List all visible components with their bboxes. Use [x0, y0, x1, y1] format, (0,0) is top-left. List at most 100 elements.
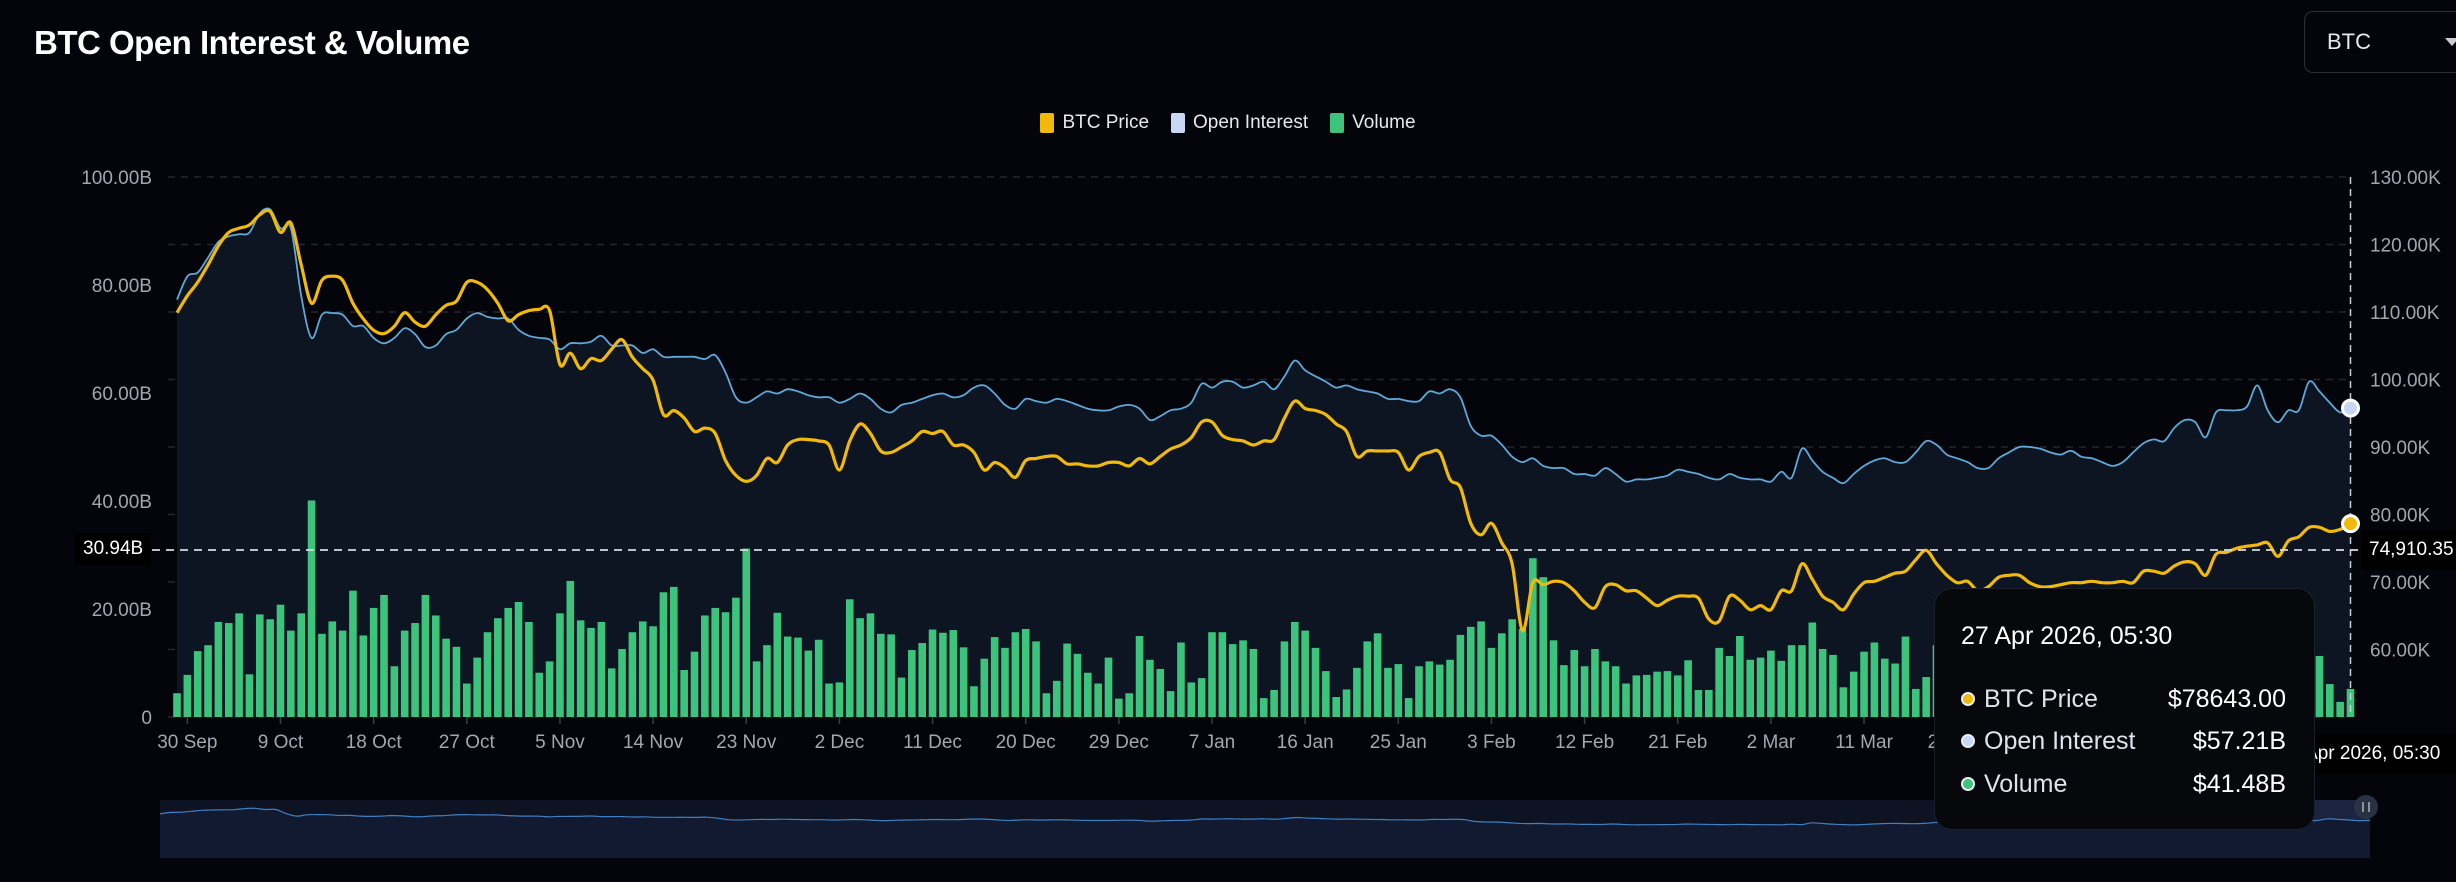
volume-bar — [1818, 648, 1827, 717]
volume-bar — [1736, 636, 1744, 717]
volume-bar — [318, 633, 326, 717]
volume-bar — [618, 648, 626, 717]
volume-bar — [1032, 641, 1040, 717]
legend-item-open-interest[interactable]: Open Interest — [1171, 112, 1308, 134]
legend-item-volume[interactable]: Volume — [1330, 112, 1416, 134]
volume-bar — [421, 594, 430, 717]
tooltip-label: Volume — [1984, 769, 2068, 798]
open-interest-line — [176, 207, 2351, 485]
volume-bar — [1580, 666, 1589, 717]
volume-bar — [193, 651, 202, 717]
crosshair-left-value: 30.94B — [75, 533, 152, 565]
volume-bar — [670, 586, 678, 717]
volume-bar — [1849, 671, 1858, 717]
volume-bar — [566, 580, 575, 717]
volume-bar — [224, 623, 233, 717]
volume-bar — [411, 623, 419, 717]
legend-label: Open Interest — [1193, 112, 1309, 133]
legend-item-btc-price[interactable]: BTC Price — [1040, 112, 1149, 134]
volume-bar — [287, 630, 295, 717]
volume-bar — [1694, 690, 1703, 717]
volume-bar — [1808, 622, 1817, 717]
volume-bar — [204, 645, 212, 717]
volume-bar — [1829, 654, 1837, 717]
volume-bar — [1642, 674, 1651, 717]
navigator-right-handle[interactable] — [2354, 795, 2378, 819]
y-right-tick-label: 70.00K — [2370, 573, 2431, 594]
crosshair-right-value: 74,910.35 — [2361, 530, 2456, 570]
volume-bar — [1632, 675, 1641, 717]
volume-bar — [1073, 653, 1082, 717]
volume-bar — [1477, 621, 1485, 717]
volume-bar — [1363, 641, 1372, 717]
tooltip-row-volume: Volume $41.48B — [1961, 768, 2286, 800]
volume-bar — [783, 636, 792, 717]
legend-label: Volume — [1352, 112, 1416, 133]
volume-bar — [825, 683, 833, 717]
volume-bar — [1280, 641, 1289, 717]
volume-bar — [1663, 671, 1672, 717]
tooltip-label: BTC Price — [1984, 684, 2098, 713]
volume-bar — [504, 607, 512, 717]
volume-bar — [1094, 683, 1102, 717]
volume-bar — [1291, 621, 1299, 717]
volume-bar — [235, 613, 243, 717]
navigator-handle-knob — [2354, 795, 2378, 819]
volume-bar — [970, 686, 978, 717]
x-tick-label: 25 Jan — [1370, 732, 1427, 753]
volume-bar — [266, 619, 274, 717]
volume-bar — [1042, 693, 1051, 717]
volume-bar — [1611, 666, 1620, 717]
volume-bar — [897, 677, 906, 717]
x-tick-label: 5 Nov — [535, 732, 585, 753]
volume-bar — [1839, 687, 1848, 717]
volume-bar — [514, 601, 523, 717]
volume-bar — [1880, 658, 1889, 717]
volume-bar — [400, 630, 409, 717]
y-left-tick-label: 40.00B — [92, 492, 152, 513]
x-tick-label: 2 Dec — [815, 732, 865, 753]
y-right-tick-label: 90.00K — [2370, 438, 2431, 459]
volume-bar — [1146, 659, 1154, 717]
volume-bar — [1549, 640, 1558, 717]
volume-bar — [887, 634, 895, 717]
volume-bar — [1425, 661, 1434, 717]
volume-dot-icon — [1961, 777, 1975, 791]
y-left-tick-label: 100.00B — [81, 168, 152, 189]
volume-bar — [597, 621, 606, 717]
open-interest-area — [177, 208, 2351, 717]
volume-bar — [1777, 660, 1786, 717]
volume-bar — [473, 657, 481, 717]
x-tick-label: 27 Oct — [439, 732, 496, 753]
y-left-tick-label: 20.00B — [92, 600, 152, 621]
volume-bar — [928, 629, 937, 717]
volume-bar — [1901, 636, 1910, 717]
volume-bar — [711, 607, 719, 717]
volume-bar — [1508, 619, 1516, 717]
volume-bar — [1725, 655, 1734, 717]
volume-bar — [1052, 680, 1061, 717]
volume-bar — [183, 674, 192, 717]
coin-select-dropdown[interactable]: BTC — [2304, 11, 2456, 73]
tooltip-date: 27 Apr 2026, 05:30 — [1961, 622, 2173, 650]
volume-bar — [732, 597, 740, 717]
volume-bar — [701, 615, 709, 717]
volume-bar — [1115, 698, 1123, 717]
volume-bar — [483, 632, 492, 717]
chart-legend: BTC Price Open Interest Volume — [0, 112, 2456, 134]
y-right-tick-label: 130.00K — [2370, 168, 2441, 189]
volume-bar — [773, 612, 782, 717]
volume-bar — [1591, 648, 1599, 717]
volume-bar — [1001, 647, 1009, 717]
volume-bar — [1653, 671, 1661, 717]
volume-bar — [1270, 690, 1278, 717]
volume-bar — [1208, 632, 1216, 717]
volume-bar — [173, 693, 181, 717]
volume-bar — [463, 683, 471, 717]
volume-bar — [1177, 642, 1185, 717]
volume-bar — [525, 621, 533, 717]
volume-bar — [587, 627, 595, 717]
volume-bar — [2346, 688, 2355, 717]
volume-bar — [576, 620, 585, 717]
btc-price-dot-icon — [1961, 692, 1975, 706]
